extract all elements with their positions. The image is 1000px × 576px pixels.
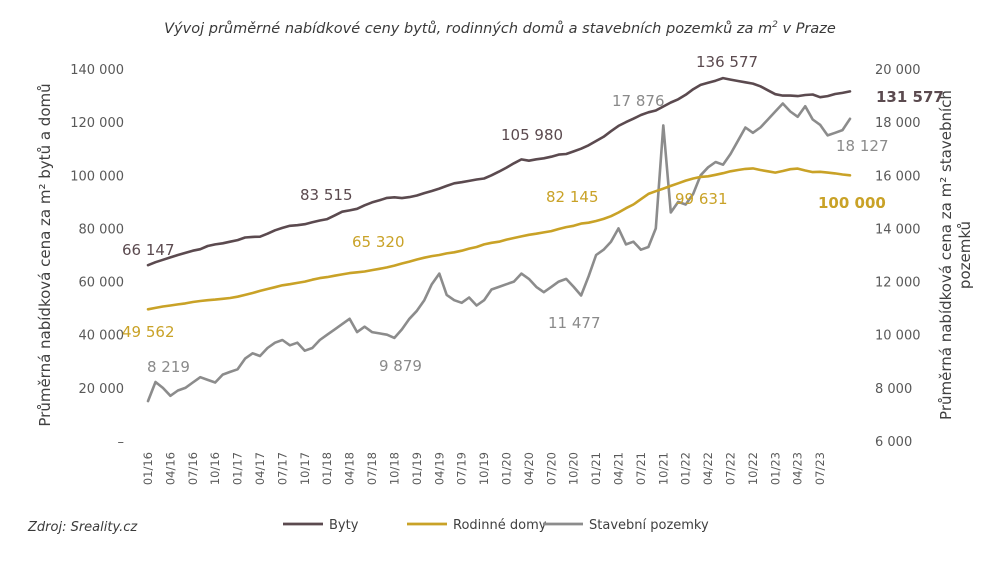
x-tick-label: 01/22 — [679, 452, 693, 485]
x-tick-label: 10/20 — [567, 452, 581, 485]
x-tick-label: 04/17 — [253, 452, 267, 485]
y-right-tick-label: 20 000 — [875, 63, 921, 78]
x-tick-label: 04/23 — [791, 452, 805, 485]
x-tick-label: 10/16 — [208, 452, 222, 485]
y-right-tick-label: 18 000 — [875, 116, 921, 131]
y-left-tick-label: 20 000 — [79, 382, 125, 397]
x-tick-label: 04/19 — [432, 452, 446, 485]
x-tick-label: 01/23 — [768, 452, 782, 485]
data-label: 65 320 — [352, 233, 405, 251]
series-line-byty — [146, 76, 852, 267]
y-right-axis-title-line1: Průměrná nabídková cena za m² stavebních — [937, 90, 955, 420]
data-label: 17 876 — [612, 92, 665, 110]
x-tick-label: 01/20 — [499, 452, 513, 485]
x-tick-label: 07/23 — [813, 452, 827, 485]
data-label: 100 000 — [818, 194, 886, 212]
data-label: 82 145 — [546, 188, 599, 206]
x-tick-label: 10/21 — [656, 452, 670, 485]
x-tick-label: 01/16 — [141, 452, 155, 485]
legend-label: Rodinné domy — [453, 518, 547, 533]
x-tick-label: 04/20 — [522, 452, 536, 485]
y-right-tick-label: 14 000 — [875, 222, 921, 237]
chart-title: Vývoj průměrné nabídkové ceny bytů, rodi… — [0, 20, 1000, 37]
data-label: 66 147 — [122, 241, 175, 259]
x-tick-label: 10/17 — [298, 452, 312, 485]
y-right-tick-label: 8 000 — [875, 382, 912, 397]
x-tick-label: 01/19 — [410, 452, 424, 485]
y-left-tick-label: – — [118, 435, 125, 450]
chart-title-superscript: 2 — [772, 20, 778, 30]
y-left-tick-label: 120 000 — [70, 116, 124, 131]
y-left-tick-label: 40 000 — [79, 329, 125, 344]
data-label: 99 631 — [675, 190, 728, 208]
x-tick-label: 01/18 — [320, 452, 334, 485]
y-right-axis-title-line2: pozemků — [956, 221, 974, 289]
y-right-tick-label: 12 000 — [875, 276, 921, 291]
x-tick-label: 10/19 — [477, 452, 491, 485]
y-right-tick-label: 16 000 — [875, 169, 921, 184]
chart-title-tail: v Praze — [777, 20, 836, 37]
chart-title-text: Vývoj průměrné nabídkové ceny bytů, rodi… — [164, 20, 773, 37]
data-label: 8 219 — [147, 358, 190, 376]
y-left-tick-label: 140 000 — [70, 63, 124, 78]
series-line-rodinné-domy — [146, 167, 852, 311]
x-tick-label: 01/21 — [589, 452, 603, 485]
data-label: 11 477 — [548, 314, 601, 332]
x-tick-label: 10/18 — [387, 452, 401, 485]
x-tick-label: 07/22 — [724, 452, 738, 485]
y-right-tick-label: 6 000 — [875, 435, 912, 450]
data-label: 105 980 — [501, 126, 563, 144]
data-label: 9 879 — [379, 357, 422, 375]
data-label: 136 577 — [696, 53, 758, 71]
y-left-axis-title: Průměrná nabídková cena za m² bytů a dom… — [36, 83, 54, 426]
y-right-tick-label: 10 000 — [875, 329, 921, 344]
x-tick-label: 10/22 — [746, 452, 760, 485]
data-label: 131 577 — [876, 88, 944, 106]
series-line-stavební-pozemky — [146, 102, 852, 403]
x-tick-label: 07/18 — [365, 452, 379, 485]
x-tick-label: 07/21 — [634, 452, 648, 485]
y-left-tick-label: 80 000 — [79, 222, 125, 237]
legend-label: Byty — [329, 518, 359, 533]
y-left-tick-label: 60 000 — [79, 276, 125, 291]
y-left-tick-label: 100 000 — [70, 169, 124, 184]
x-tick-label: 04/22 — [701, 452, 715, 485]
data-label: 18 127 — [836, 137, 889, 155]
legend-label: Stavební pozemky — [589, 518, 709, 533]
source-note: Zdroj: Sreality.cz — [28, 520, 138, 535]
x-tick-label: 07/20 — [544, 452, 558, 485]
x-tick-label: 07/17 — [275, 452, 289, 485]
x-tick-label: 01/17 — [231, 452, 245, 485]
x-tick-label: 04/21 — [611, 452, 625, 485]
x-tick-label: 07/16 — [186, 452, 200, 485]
x-tick-label: 04/16 — [163, 452, 177, 485]
x-tick-label: 04/18 — [343, 452, 357, 485]
data-label: 83 515 — [300, 186, 353, 204]
data-label: 49 562 — [122, 323, 175, 341]
x-tick-label: 07/19 — [455, 452, 469, 485]
